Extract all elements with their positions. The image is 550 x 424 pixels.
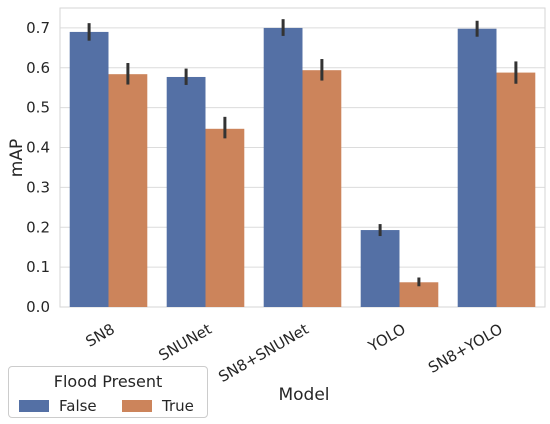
bars [69, 27, 536, 308]
bar-false-2 [263, 27, 303, 308]
y-tick-label: 0.5 [26, 99, 50, 117]
bar-false-1 [166, 76, 206, 307]
legend-swatch-false [19, 400, 49, 412]
bar-false-4 [457, 28, 497, 308]
bar-false-3 [360, 230, 400, 307]
x-tick-label: SN8+YOLO [425, 320, 506, 377]
x-axis-label: Model [278, 385, 329, 405]
y-tick-label: 0.6 [26, 59, 50, 77]
bar-true-3 [399, 282, 439, 307]
bar-true-2 [302, 70, 342, 307]
y-tick-label: 0.4 [26, 139, 50, 157]
legend-title: Flood Present [53, 372, 163, 391]
y-tick-label: 0.0 [26, 298, 50, 316]
y-tick-label: 0.1 [26, 258, 50, 276]
y-axis-label: mAP [7, 139, 27, 177]
legend-item-false: False [19, 397, 97, 415]
legend-label-true: True [162, 397, 194, 415]
x-tick-label: SN8+SNUNet [215, 320, 311, 386]
legend-item-true: True [122, 397, 194, 415]
y-tick-label: 0.2 [26, 218, 50, 236]
bar-true-1 [205, 128, 245, 307]
legend: Flood Present False True [8, 366, 208, 418]
y-tick-labels: 0.0 0.1 0.2 0.3 0.4 0.5 0.6 0.7 [26, 19, 50, 316]
bar-true-4 [496, 72, 536, 307]
y-tick-label: 0.3 [26, 178, 50, 196]
bar-true-0 [108, 74, 148, 307]
legend-swatch-true [122, 400, 152, 412]
legend-label-false: False [59, 397, 97, 415]
x-tick-label: SNUNet [155, 320, 214, 365]
error-bars [87, 19, 518, 287]
x-tick-label: YOLO [364, 320, 408, 356]
x-tick-label: SN8 [83, 320, 118, 351]
y-tick-label: 0.7 [26, 19, 50, 37]
bar-false-0 [69, 31, 109, 307]
